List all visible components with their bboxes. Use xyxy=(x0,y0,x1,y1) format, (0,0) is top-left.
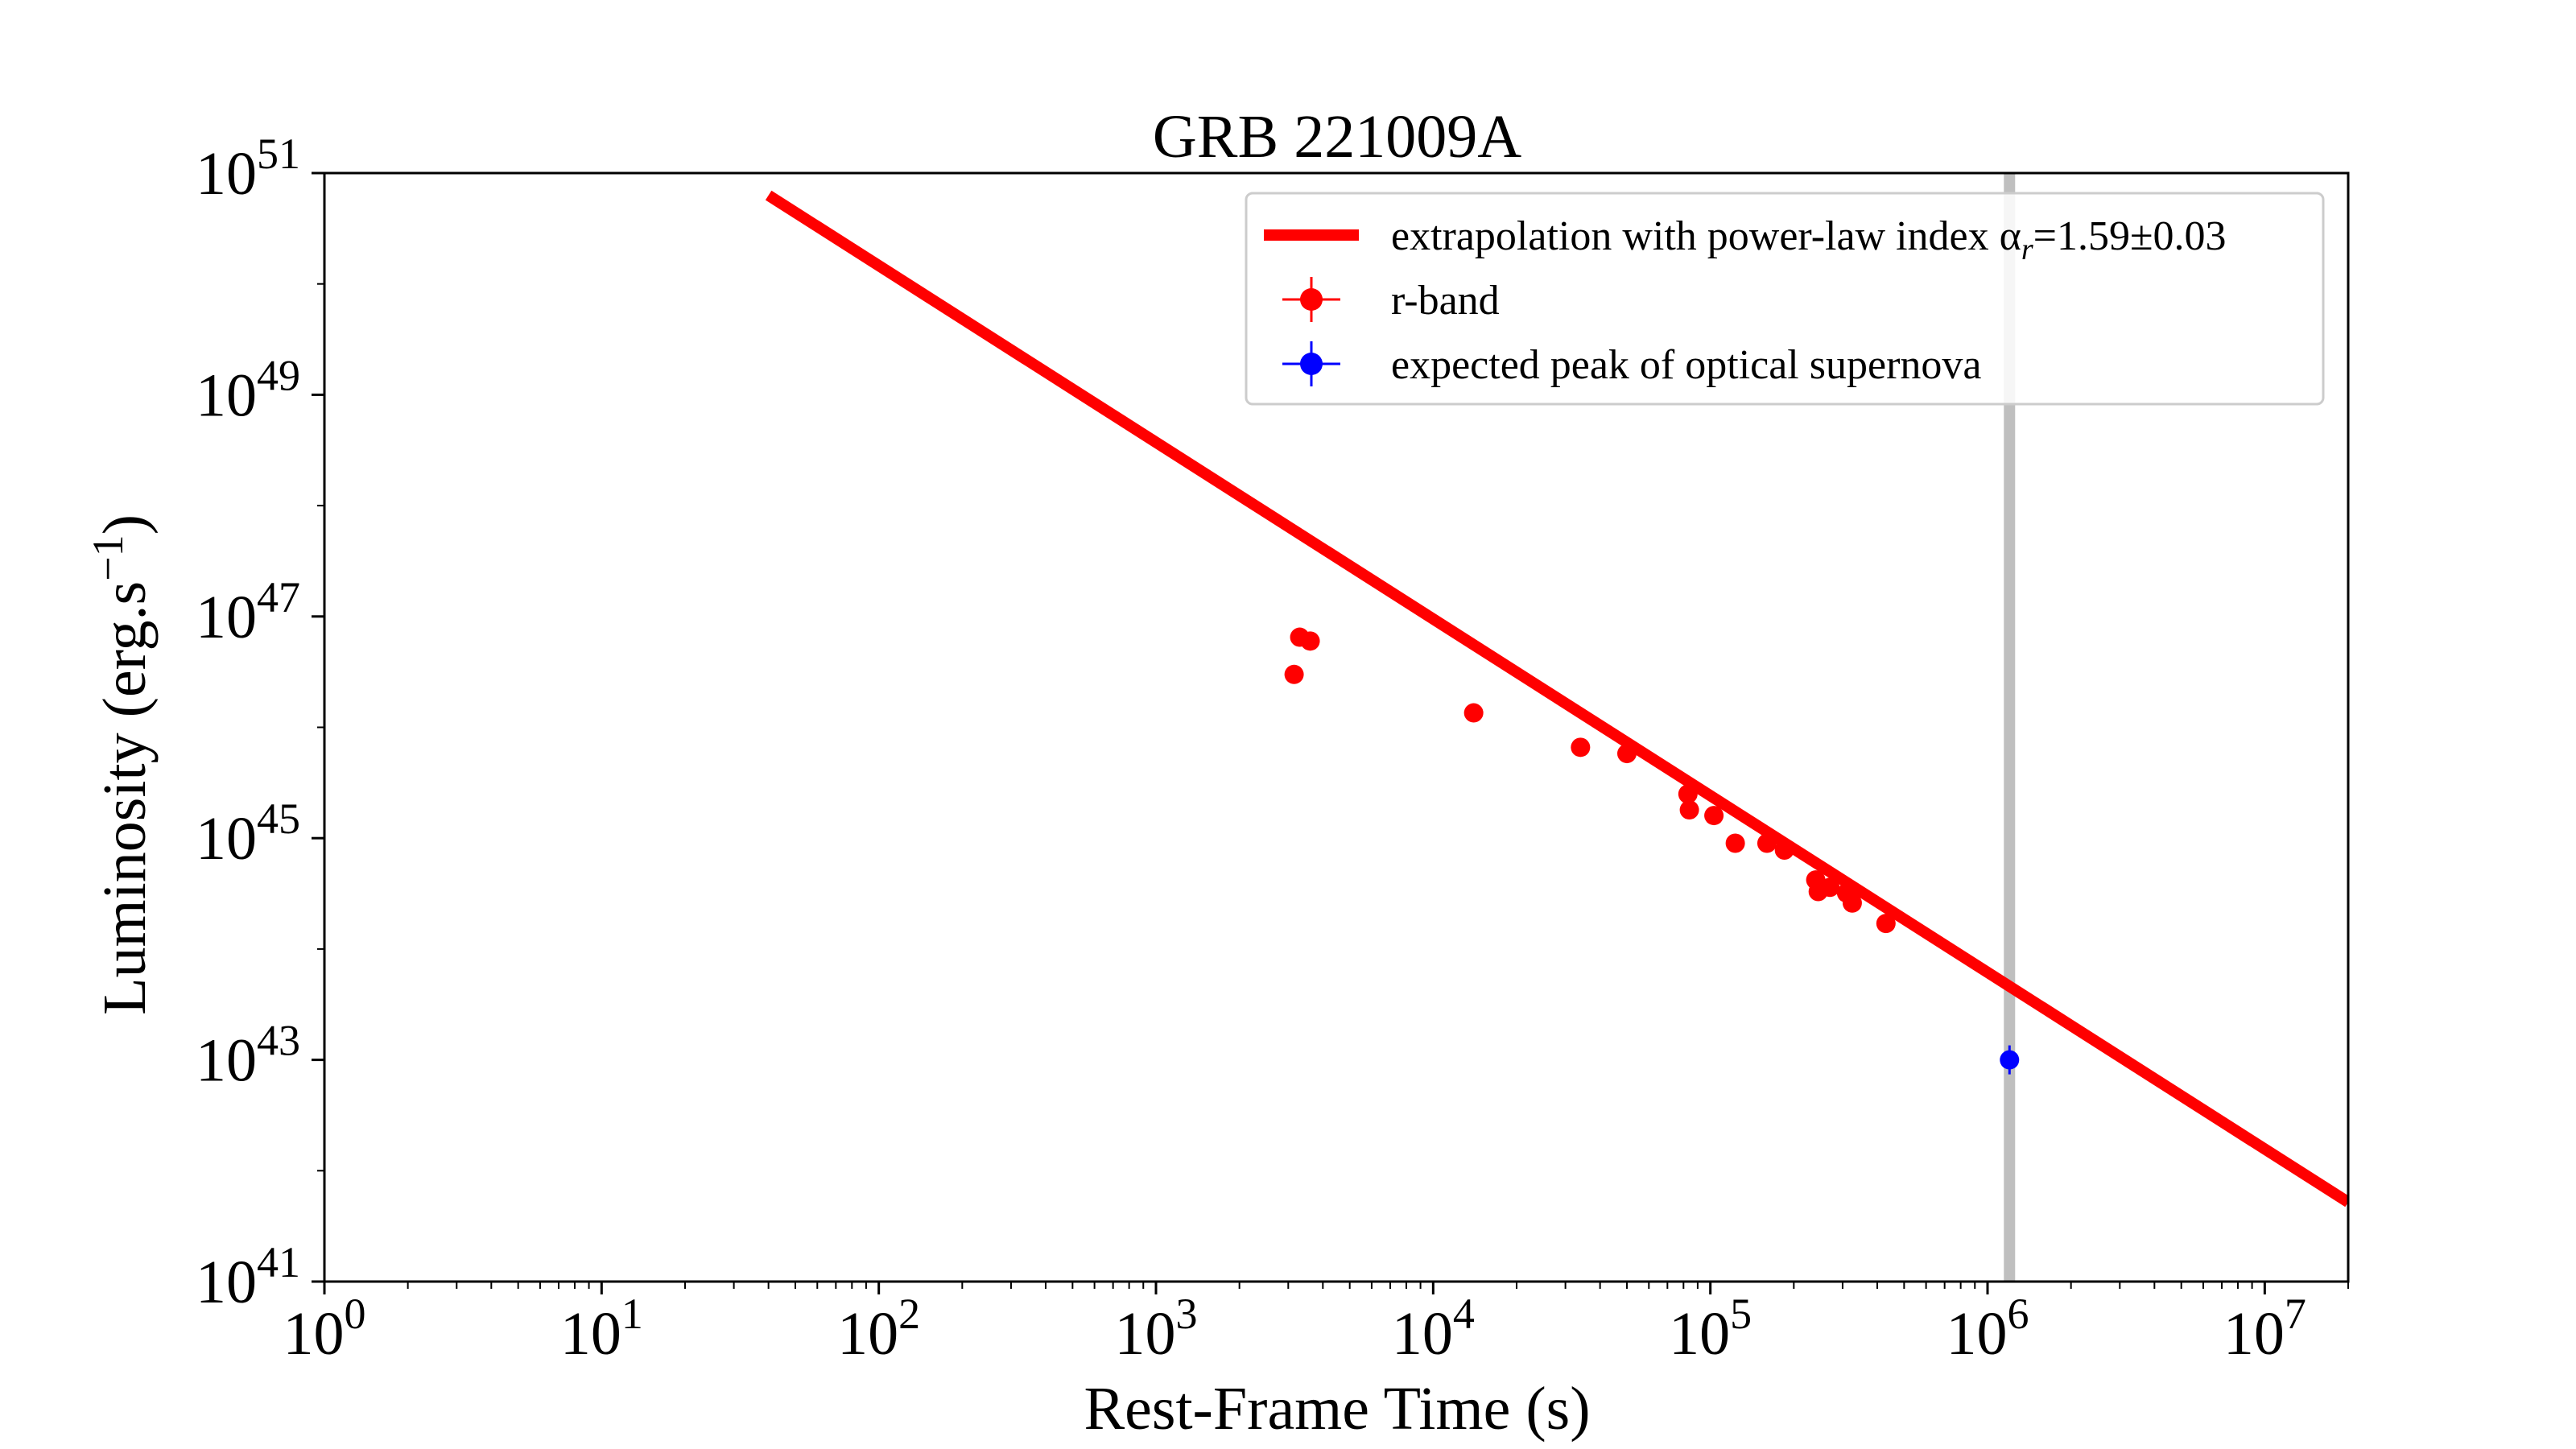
x-tick-label: 103 xyxy=(1115,1290,1198,1368)
x-tick-label: 106 xyxy=(1946,1290,2029,1368)
r-band-point xyxy=(1284,664,1304,684)
y-tick-label: 1043 xyxy=(196,1017,300,1095)
axes: 100 101 102 103 104 105 106 107 1041 1043 1045 1047… xyxy=(196,130,2350,1368)
r-band-point xyxy=(1463,703,1484,723)
y-axis-label-close: ) xyxy=(91,514,159,535)
r-band-point xyxy=(1842,893,1862,913)
r-band-point xyxy=(1725,833,1745,853)
x-tick-label: 104 xyxy=(1392,1290,1475,1368)
r-band-point xyxy=(1679,800,1699,820)
r-band-point xyxy=(1876,914,1896,934)
x-tick-label: 102 xyxy=(837,1290,920,1368)
legend-label: expected peak of optical supernova xyxy=(1391,342,1981,388)
x-tick-label: 107 xyxy=(2223,1290,2306,1368)
legend-marker xyxy=(1300,353,1323,375)
extrapolation-line xyxy=(765,190,2348,1208)
supernova-peak-point xyxy=(2000,1050,2020,1070)
y-tick-label: 1047 xyxy=(196,573,300,651)
x-axis-label: Rest-Frame Time (s) xyxy=(1084,1375,1590,1443)
plot-area xyxy=(765,173,2348,1282)
r-band-point xyxy=(1820,877,1840,898)
r-band-point xyxy=(1571,737,1591,758)
y-tick-label: 1041 xyxy=(196,1238,300,1316)
y-axis-label-main: Luminosity (erg.s xyxy=(91,581,159,1015)
y-axis-label: Luminosity (erg.s−1) xyxy=(84,514,159,1015)
r-band-point xyxy=(1300,631,1320,651)
chart-title: GRB 221009A xyxy=(1153,103,1521,171)
legend-label: r-band xyxy=(1391,278,1500,324)
x-tick-label: 105 xyxy=(1669,1290,1752,1368)
legend-box xyxy=(1245,192,2325,406)
y-tick-label: 1051 xyxy=(196,130,300,208)
y-tick-label: 1049 xyxy=(196,351,300,429)
legend-marker xyxy=(1300,288,1323,311)
y-axis-label-group: Luminosity (erg.s−1) xyxy=(84,514,159,1015)
x-tick-label: 100 xyxy=(283,1290,366,1368)
r-band-point xyxy=(1704,806,1724,826)
y-tick-label: 1045 xyxy=(196,795,300,873)
x-tick-label: 101 xyxy=(560,1290,643,1368)
legend-label: extrapolation with power-law index αr=1.… xyxy=(1391,213,2227,266)
r-band-point xyxy=(1617,744,1637,764)
r-band-point xyxy=(1774,840,1794,861)
r-band-point xyxy=(1678,784,1698,804)
y-axis-label-superscript: −1 xyxy=(84,535,132,580)
r-band-point xyxy=(1757,833,1777,853)
legend: extrapolation with power-law index αr=1.… xyxy=(1245,192,2325,406)
